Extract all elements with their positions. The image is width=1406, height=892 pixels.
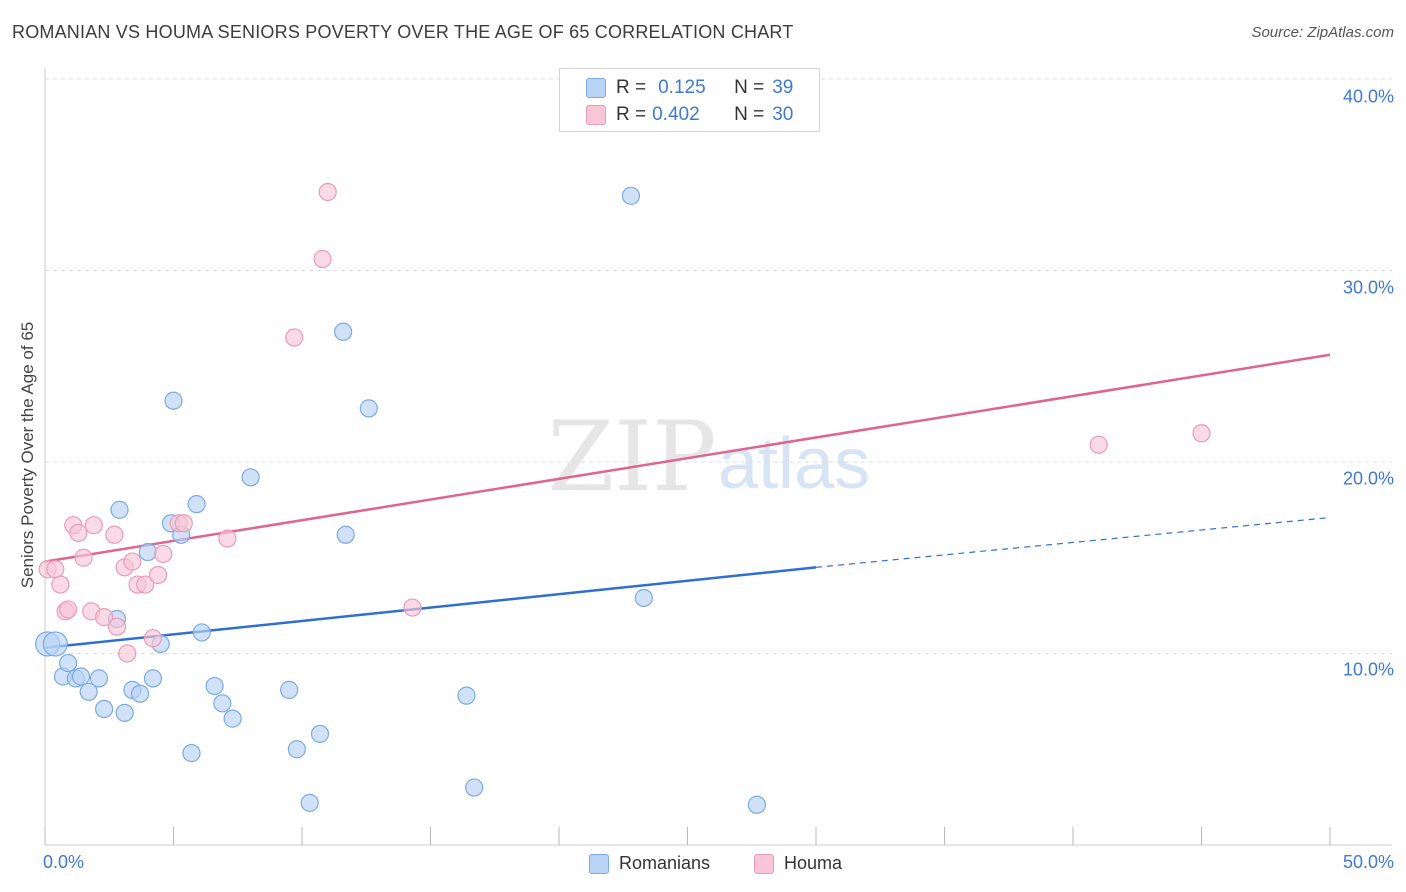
x-tick-label-min: 0.0% [43,852,85,872]
romanians-point [115,703,134,722]
romanians-point [79,682,98,701]
r-value: 0.402 [652,104,700,125]
y-axis-label: Seniors Poverty Over the Age of 65 [18,321,37,589]
romanians-point [59,653,78,673]
houma-point [95,608,114,627]
romanians-point [457,686,476,705]
r-label: R = [616,104,647,125]
romanians-swatch [589,853,609,874]
source-label: Source: ZipAtlas.com [1251,24,1394,41]
houma-point [118,644,137,663]
y-tick-label: 30.0% [1342,277,1394,298]
romanians-point [205,676,224,696]
houma-label: Houma [784,853,843,873]
romanians-point [334,322,353,341]
y-tick-label: 40.0% [1342,86,1394,107]
romanians-point [182,743,201,763]
romanians-point [280,680,299,699]
n-value: 39 [772,77,794,98]
houma-point [84,516,103,535]
houma-swatch [754,853,774,874]
romanians-point [241,468,260,487]
y-tick-label: 10.0% [1342,659,1394,680]
houma-point [174,514,193,533]
romanians-point [164,391,183,410]
romanians-point [359,399,378,418]
romanians-trend-extension [815,516,1331,568]
houma-point [148,565,168,585]
romanians-point [223,709,242,728]
houma-point [107,617,127,636]
houma-point [1192,424,1211,443]
romanians-swatch [586,78,606,98]
n-label: N = [734,77,765,98]
houma-point [403,598,422,617]
romanians-point [192,623,211,642]
trend-lines [44,353,1331,649]
romanians-point [465,778,484,797]
y-tick-label: 20.0% [1342,468,1394,489]
romanians-trend-line [44,566,817,649]
houma-point [123,552,142,571]
chart-title: ROMANIAN VS HOUMA SENIORS POVERTY OVER T… [12,22,794,42]
houma-point [105,525,124,544]
correlation-legend: R = 0.125 N = 39 R = 0.402 N = 30 [559,68,820,132]
romanians-point [310,724,330,744]
legend-row-houma: R = 0.402 N = 30 [586,104,793,126]
romanians-point [336,525,355,544]
houma-point [59,600,78,619]
romanians-point [130,684,150,703]
romanians-point [213,694,232,713]
grid-lines [45,78,1392,654]
houma-point [285,328,304,347]
r-value: 0.125 [658,77,706,98]
watermark: ZIP atlas [547,401,870,513]
romanians-point [621,186,641,205]
houma-point [51,575,70,594]
romanians-point [95,699,114,719]
x-tick-label-max: 50.0% [1342,852,1394,872]
houma-point [74,548,93,567]
watermark-atlas: atlas [718,424,870,504]
r-label: R = [616,77,647,98]
romanians-point [71,667,91,686]
houma-trend-line [44,353,1331,563]
romanians-label: Romanians [619,853,711,873]
houma-point [1089,435,1108,454]
romanians-point [138,542,157,562]
romanians-point [634,588,653,608]
houma-point [143,629,163,648]
n-label: N = [734,104,765,125]
bottom-legend-romanians: Romanians [589,853,710,874]
romanians-point [300,793,319,812]
data-points [34,182,1211,814]
romanians-point [89,669,109,688]
axes [44,68,1392,846]
romanians-point [143,669,163,688]
romanians-point [747,795,766,814]
houma-point [136,575,155,594]
legend-row-romanians: R = 0.125 N = 39 [586,77,793,99]
houma-point [318,182,337,202]
houma-point [69,523,88,542]
n-value: 30 [772,104,794,125]
houma-point [154,544,173,564]
romanians-point [187,495,206,514]
houma-swatch [586,105,606,125]
houma-point [46,560,65,579]
houma-point [218,529,237,548]
romanians-point [110,500,129,519]
houma-point [313,249,332,269]
romanians-point [42,631,68,657]
romanians-point [287,740,306,759]
bottom-legend-houma: Houma [754,853,842,874]
